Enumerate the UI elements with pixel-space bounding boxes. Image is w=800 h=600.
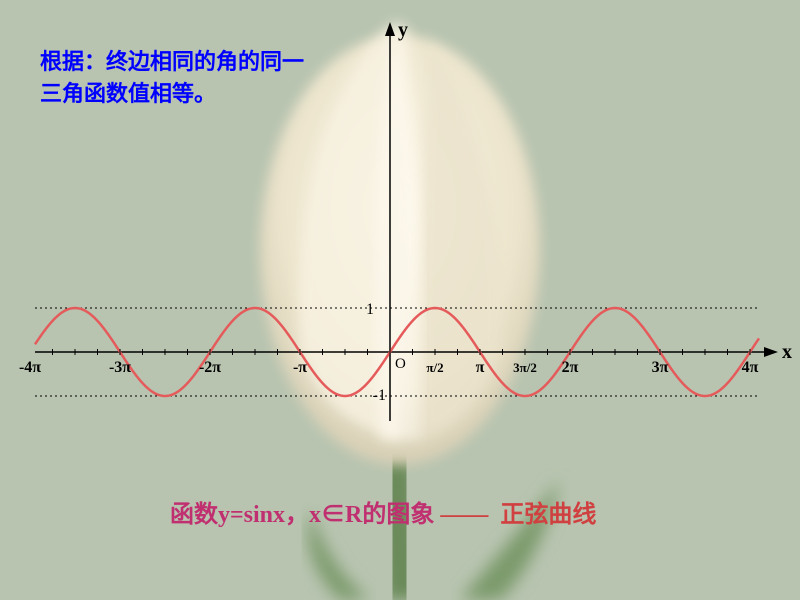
y-tick-neg1: -1 [373, 387, 386, 404]
origin-label: O [395, 356, 406, 372]
x-axis-label: x [782, 341, 792, 363]
x-tick-label: -2π [199, 359, 221, 376]
y-axis-label: y [398, 19, 408, 41]
sine-chart: y x O 1 -1 -4π -3π -2π -π π/2 π 3π/2 2π 3π 4π [19, 19, 792, 421]
x-tick-label: π/2 [426, 360, 443, 375]
x-tick-label: 3π/2 [513, 360, 537, 375]
y-tick-1: 1 [366, 301, 374, 318]
x-tick-label: 2π [562, 359, 579, 376]
x-tick-label: 3π [652, 359, 669, 376]
x-tick-label: -π [293, 359, 307, 376]
x-tick-label: 4π [742, 359, 759, 376]
x-tick-label: -3π [109, 359, 131, 376]
x-tick-label: -4π [19, 359, 41, 376]
x-tick-label: π [476, 359, 485, 376]
